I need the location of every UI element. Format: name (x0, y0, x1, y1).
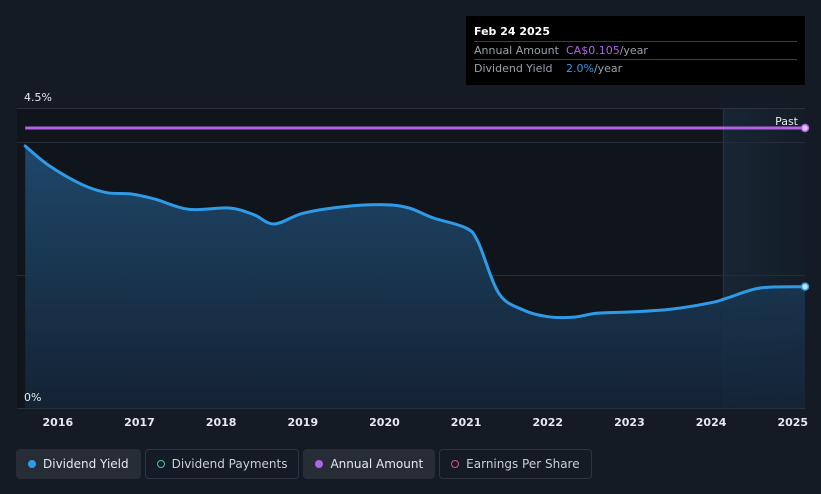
dividend-yield-dot-icon (28, 460, 36, 468)
x-tick-label: 2017 (124, 416, 155, 429)
x-tick-label: 2024 (696, 416, 727, 429)
x-tick-label: 2020 (369, 416, 400, 429)
earnings-per-share-ring-icon (451, 460, 460, 468)
tooltip: Feb 24 2025 Annual Amount CA$0.105 /year… (466, 16, 805, 85)
tooltip-annual-amount-value: CA$0.105 (566, 44, 620, 57)
y-tick-label-top: 4.5% (24, 91, 52, 104)
legend-earnings-per-share[interactable]: Earnings Per Share (439, 449, 592, 479)
dividend-yield-area (25, 146, 805, 408)
dividend-yield-line (23, 144, 807, 320)
annual-amount-dot-icon (315, 460, 324, 468)
legend-annual-amount[interactable]: Annual Amount (303, 449, 436, 479)
legend-dividend-payments[interactable]: Dividend Payments (144, 449, 300, 479)
x-tick-label: 2022 (532, 416, 563, 429)
legend-label: Dividend Payments (171, 457, 288, 471)
tooltip-dividend-yield-unit: /year (593, 62, 623, 75)
tooltip-dividend-yield-label: Dividend Yield (474, 62, 553, 75)
x-tick-label: 2021 (451, 416, 482, 429)
tooltip-dividend-yield-value: 2.0% (566, 62, 594, 75)
tooltip-annual-amount-label: Annual Amount (474, 44, 559, 57)
legend-label: Annual Amount (330, 457, 424, 471)
legend: Dividend Yield Dividend Payments Annual … (16, 449, 592, 479)
legend-label: Dividend Yield (43, 457, 129, 471)
dividend-yield-end-point (800, 282, 810, 291)
annual-amount-end-point (800, 123, 810, 133)
tooltip-annual-amount-unit: /year (619, 44, 648, 57)
x-tick-label: 2019 (287, 416, 318, 429)
x-tick-label: 2018 (206, 416, 237, 429)
legend-label: Earnings Per Share (466, 457, 580, 471)
x-tick-label: 2023 (614, 416, 645, 429)
tooltip-row-annual-amount: Annual Amount CA$0.105 /year (474, 41, 797, 59)
tooltip-row-dividend-yield: Dividend Yield 2.0% /year (474, 59, 797, 77)
past-label: Past (775, 115, 799, 128)
x-tick-label: 2016 (43, 416, 74, 429)
y-tick-label-bottom: 0% (24, 391, 42, 404)
x-tick-label: 2025 (777, 416, 808, 429)
dividend-payments-ring-icon (156, 460, 165, 468)
legend-dividend-yield[interactable]: Dividend Yield (16, 449, 141, 479)
tooltip-date: Feb 24 2025 (474, 25, 550, 38)
